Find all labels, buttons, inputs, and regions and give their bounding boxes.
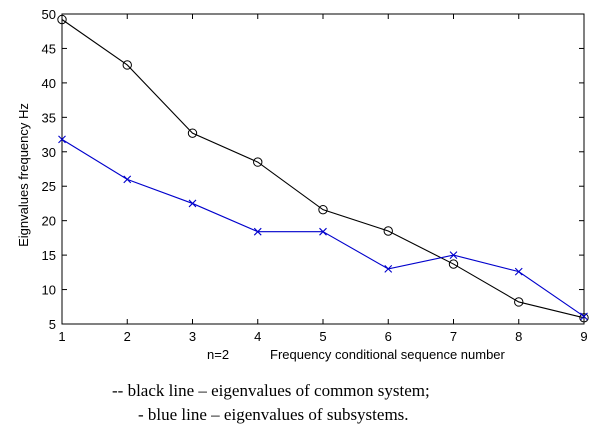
data-point-x bbox=[449, 251, 458, 259]
data-point-circle bbox=[187, 128, 198, 138]
y-tick-label: 25 bbox=[42, 179, 56, 194]
y-tick-label: 15 bbox=[42, 248, 56, 263]
x-tick-label: 2 bbox=[124, 329, 131, 344]
y-tick-label: 50 bbox=[42, 7, 56, 22]
data-point-x bbox=[188, 199, 197, 208]
series-1 bbox=[57, 14, 589, 323]
data-point-circle bbox=[579, 313, 589, 323]
caption-blue-line: - blue line – eigenvalues of subsystems. bbox=[138, 405, 409, 424]
y-tick-label: 35 bbox=[42, 110, 56, 125]
x-tick-label: 4 bbox=[254, 329, 261, 344]
y-tick-label: 5 bbox=[49, 317, 56, 332]
series-2 bbox=[58, 135, 588, 321]
x-tick-label: 6 bbox=[385, 329, 392, 344]
data-point-circle bbox=[448, 259, 459, 269]
x-tick-label: 8 bbox=[515, 329, 522, 344]
data-point-x bbox=[514, 267, 523, 276]
data-point-circle bbox=[122, 60, 132, 70]
data-point-x bbox=[253, 227, 262, 236]
data-point-circle bbox=[57, 14, 67, 25]
data-point-x bbox=[319, 227, 327, 236]
x-tick-label: 1 bbox=[58, 329, 65, 344]
y-tick-label: 30 bbox=[42, 145, 56, 160]
series-line bbox=[61, 19, 585, 319]
data-point-circle bbox=[253, 157, 263, 167]
y-tick-label: 10 bbox=[42, 283, 56, 298]
series-layer bbox=[57, 14, 589, 323]
x-axis-prefix: n=2 bbox=[207, 347, 229, 362]
y-tick-label: 40 bbox=[42, 76, 56, 91]
x-axis-title: Frequency conditional sequence number bbox=[270, 347, 506, 362]
x-tick-label: 5 bbox=[319, 329, 326, 344]
data-point-x bbox=[580, 312, 588, 321]
data-point-x bbox=[384, 265, 393, 273]
x-tick-label: 3 bbox=[189, 329, 196, 344]
y-tick-label: 45 bbox=[42, 41, 56, 56]
x-tick-label: 9 bbox=[580, 329, 587, 344]
data-point-x bbox=[123, 175, 132, 184]
plot-area bbox=[61, 13, 585, 325]
data-point-x bbox=[58, 135, 66, 144]
data-point-circle bbox=[514, 297, 524, 307]
x-tick-label: 7 bbox=[450, 329, 457, 344]
data-point-circle bbox=[383, 226, 393, 236]
y-tick-label: 20 bbox=[42, 214, 56, 229]
data-point-circle bbox=[318, 204, 328, 215]
caption-black-line: -- black line – eigenvalues of common sy… bbox=[112, 381, 430, 400]
y-axis-title: Eignvalues frequency Hz bbox=[16, 103, 31, 247]
